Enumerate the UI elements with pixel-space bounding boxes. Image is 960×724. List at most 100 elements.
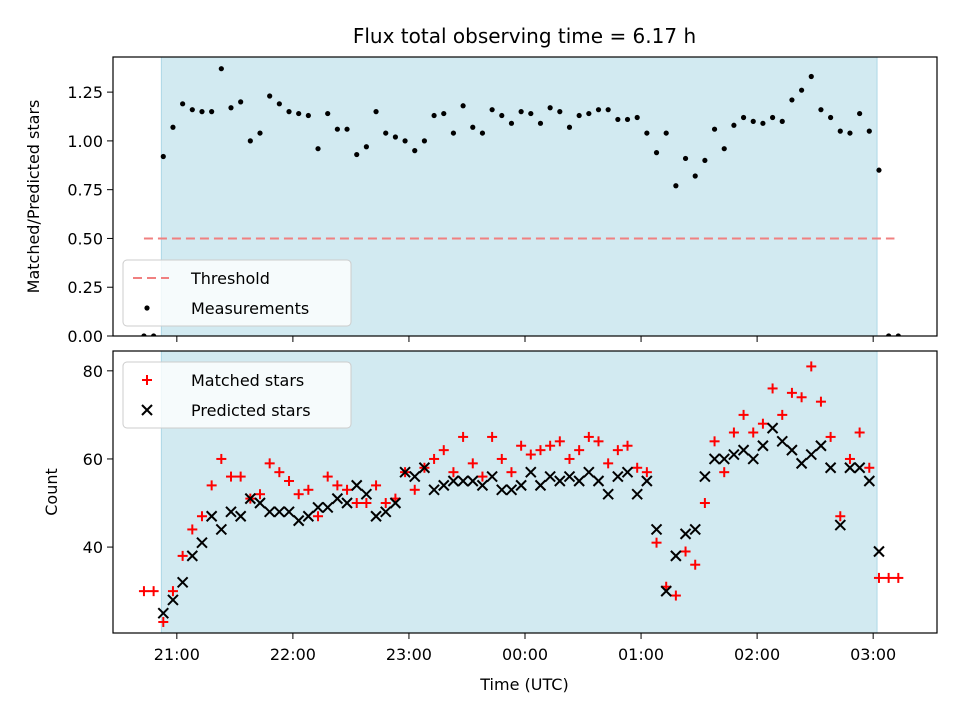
- matched-star-point: [583, 431, 594, 442]
- predicted-star-point: [505, 484, 518, 496]
- measurement-point: [828, 114, 834, 121]
- predicted-star-point: [438, 479, 450, 492]
- matched-star-point: [187, 524, 198, 535]
- bottom-panel: 40 60 80 21:00 22:00 23:00 00:00 01:00 02:00 03:0…: [42, 350, 938, 664]
- predicted-star-point: [244, 492, 257, 505]
- measurement-point: [441, 110, 447, 117]
- measurement-point: [528, 110, 534, 117]
- x-tick-label: 23:00: [386, 645, 432, 664]
- measurement-point: [412, 148, 418, 154]
- x-tick-label: 02:00: [734, 645, 780, 664]
- matched-star-point: [409, 484, 420, 495]
- measurement-point: [586, 110, 592, 117]
- measurement-point: [857, 110, 863, 117]
- matched-star-point: [796, 392, 807, 403]
- x-axis-label: Time (UTC): [479, 675, 568, 694]
- measurement-point: [450, 130, 457, 136]
- matched-star-point: [487, 431, 498, 442]
- matched-star-point: [690, 559, 701, 570]
- predicted-star-point: [621, 466, 634, 478]
- predicted-star-point: [641, 475, 653, 487]
- matched-star-point: [148, 586, 159, 597]
- measurement-point: [238, 99, 244, 105]
- predicted-star-point: [824, 462, 837, 474]
- predicted-star-point: [476, 479, 489, 492]
- measurement-point: [180, 101, 186, 107]
- measurement-point: [334, 126, 340, 132]
- predicted-star-point: [689, 523, 701, 536]
- measurement-point: [799, 87, 805, 93]
- predicted-star-point: [544, 470, 556, 483]
- matched-star-point: [622, 440, 633, 451]
- measurement-point: [779, 118, 785, 124]
- matched-star-point: [284, 475, 295, 486]
- predicted-star-point: [215, 523, 228, 536]
- measurement-point: [769, 114, 776, 121]
- predicted-star-point: [805, 448, 817, 461]
- measurement-point: [615, 116, 621, 123]
- predicted-star-point: [834, 519, 846, 531]
- matched-star-point: [719, 467, 730, 478]
- predicted-star-point: [370, 510, 382, 522]
- legend-predicted-marker: [141, 404, 153, 416]
- measurement-point: [218, 66, 224, 72]
- matched-star-point: [448, 467, 459, 478]
- predicted-star-point: [409, 470, 421, 483]
- predicted-star-point: [418, 462, 431, 474]
- predicted-star-point: [786, 444, 798, 456]
- legend-label: Threshold: [190, 269, 270, 288]
- predicted-star-point: [399, 466, 411, 478]
- legend-box: [122, 361, 352, 429]
- predicted-star-point: [176, 576, 189, 589]
- measurement-point: [363, 144, 369, 150]
- matched-star-point: [593, 436, 604, 447]
- legend-measurement-marker: [144, 305, 150, 311]
- predicted-star-point: [447, 475, 460, 487]
- matched-star-point: [216, 453, 227, 464]
- predicted-star-point: [592, 475, 605, 487]
- measurement-point: [789, 97, 795, 103]
- measurement-point: [257, 130, 263, 136]
- measurement-point: [818, 107, 824, 113]
- matched-star-point: [777, 409, 788, 420]
- y-tick-label: 80: [83, 362, 103, 381]
- predicted-star-point: [254, 497, 266, 509]
- matched-star-point: [516, 440, 527, 451]
- predicted-star-point: [380, 506, 392, 518]
- predicted-star-point: [292, 514, 305, 527]
- measurement-point: [325, 110, 331, 117]
- measurement-point: [895, 333, 901, 336]
- matched-star-point: [893, 572, 904, 583]
- measurement-point: [653, 150, 660, 156]
- matched-star-point: [177, 550, 188, 561]
- y-tick-label: 60: [83, 450, 103, 469]
- matched-star-point: [574, 445, 585, 456]
- predicted-star-point: [351, 479, 363, 492]
- measurement-point: [141, 333, 147, 336]
- matched-star-point: [883, 572, 894, 583]
- matched-star-point: [728, 427, 739, 438]
- measurement-point: [624, 116, 631, 123]
- matched-star-point: [864, 462, 875, 473]
- matched-star-point: [545, 440, 556, 451]
- measurement-point: [682, 155, 689, 162]
- matched-star-point: [313, 511, 324, 522]
- y-tick-label: 0.00: [67, 327, 103, 346]
- measurement-point: [470, 124, 476, 130]
- predicted-star-point: [563, 470, 576, 483]
- measurement-point: [866, 128, 872, 134]
- y-axis-label: Matched/Predicted stars: [24, 100, 43, 294]
- measurement-point: [247, 138, 253, 144]
- matched-star-point: [815, 396, 826, 407]
- matched-star-point: [525, 449, 536, 460]
- measurement-point: [286, 109, 292, 115]
- y-tick-label: 1.25: [67, 83, 103, 102]
- y-tick-label: 0.50: [67, 229, 103, 248]
- predicted-star-point: [679, 528, 692, 540]
- measurement-point: [305, 112, 311, 119]
- measurement-point: [518, 109, 524, 115]
- matched-star-point: [361, 498, 372, 509]
- chart-title: Flux total observing time = 6.17 h: [353, 24, 696, 48]
- matched-star-point: [757, 418, 768, 429]
